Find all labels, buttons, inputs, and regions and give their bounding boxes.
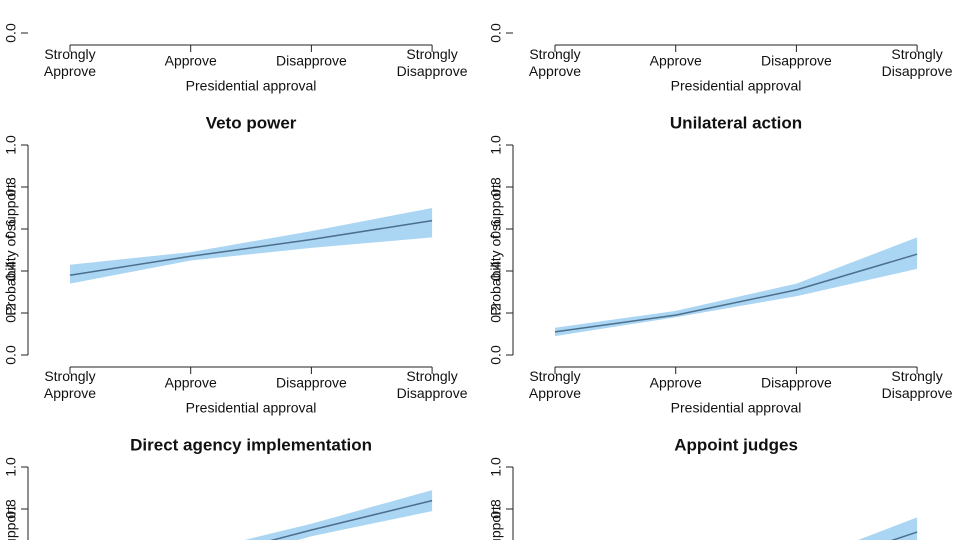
x-axis-label: Presidential approval <box>186 78 317 94</box>
x-axis-label: Presidential approval <box>671 78 802 94</box>
panel: 0.0 Strongly Approve Approve Disapprove Stron… <box>488 23 953 94</box>
y-tick-label: 0.8 <box>488 177 504 197</box>
y-axis-label: Probability of support <box>488 506 504 540</box>
y-tick-label: 0.0 <box>488 23 504 43</box>
panel-title: Direct agency implementation <box>130 435 372 454</box>
x-tick-label: Strongly Disapprove <box>397 46 468 79</box>
y-tick-label: 0.2 <box>3 303 19 323</box>
y-axis-label: Probability of support <box>488 184 504 316</box>
confidence-band <box>858 517 918 540</box>
x-axis-label: Presidential approval <box>186 400 317 416</box>
x-tick-label: Strongly Disapprove <box>882 46 953 79</box>
y-tick-label: 1.0 <box>3 135 19 155</box>
y-axis-label: Probability of support <box>3 506 19 540</box>
x-tick-label: Approve <box>165 53 217 69</box>
x-tick-label: Disapprove <box>761 375 832 391</box>
x-tick-label: Disapprove <box>761 53 832 69</box>
panel-title: Appoint judges <box>674 435 798 454</box>
panel: 0.0 Strongly Approve Approve Disapprove Stron… <box>3 23 468 94</box>
y-tick-label: 0.6 <box>3 219 19 239</box>
y-tick-label: 0.8 <box>3 177 19 197</box>
confidence-band <box>70 208 433 284</box>
y-tick-label: 0.6 <box>488 219 504 239</box>
x-tick-label: Strongly Disapprove <box>397 368 468 401</box>
confidence-band <box>555 237 918 337</box>
panel-title: Unilateral action <box>670 113 802 132</box>
y-tick-label: 1.0 <box>3 457 19 477</box>
y-tick-label: 1.0 <box>488 135 504 155</box>
y-tick-label: 0.4 <box>488 261 504 281</box>
panel: Appoint judges0.00.20.40.60.81.0Probabil… <box>488 435 918 540</box>
x-tick-label: Strongly Approve <box>44 368 96 401</box>
line <box>554 253 918 333</box>
panel-title: Veto power <box>206 113 297 132</box>
y-tick-label: 1.0 <box>488 457 504 477</box>
y-tick-label: 0.0 <box>3 23 19 43</box>
x-tick-label: Disapprove <box>276 53 347 69</box>
panel: Veto power 0.0 0.2 0.4 0.6 0.8 1.0 Probability … <box>3 113 468 415</box>
x-tick-label: Disapprove <box>276 375 347 391</box>
y-tick-label: 0.2 <box>488 303 504 323</box>
y-axis-label: Probability of support <box>3 184 19 316</box>
x-tick-label: Strongly Approve <box>44 46 96 79</box>
x-tick-label: Strongly Approve <box>529 46 581 79</box>
x-tick-label: Approve <box>650 53 702 69</box>
x-tick-label: Approve <box>165 375 217 391</box>
y-tick-label: 0.8 <box>488 499 504 519</box>
x-tick-label: Strongly Disapprove <box>882 368 953 401</box>
line <box>69 219 433 276</box>
panel: Direct agency implementation0.00.20.40.6… <box>3 435 433 540</box>
confidence-band <box>244 490 433 540</box>
x-tick-label: Approve <box>650 375 702 391</box>
line <box>270 499 433 540</box>
y-tick-label: 0.4 <box>3 261 19 281</box>
x-tick-label: Strongly Approve <box>529 368 581 401</box>
y-tick-label: 0.0 <box>3 345 19 365</box>
panel: Unilateral action 0.0 0.2 0.4 0.6 0.8 1.0 Proba… <box>488 113 953 415</box>
y-tick-label: 0.8 <box>3 499 19 519</box>
x-axis-label: Presidential approval <box>671 400 802 416</box>
y-tick-label: 0.0 <box>488 345 504 365</box>
